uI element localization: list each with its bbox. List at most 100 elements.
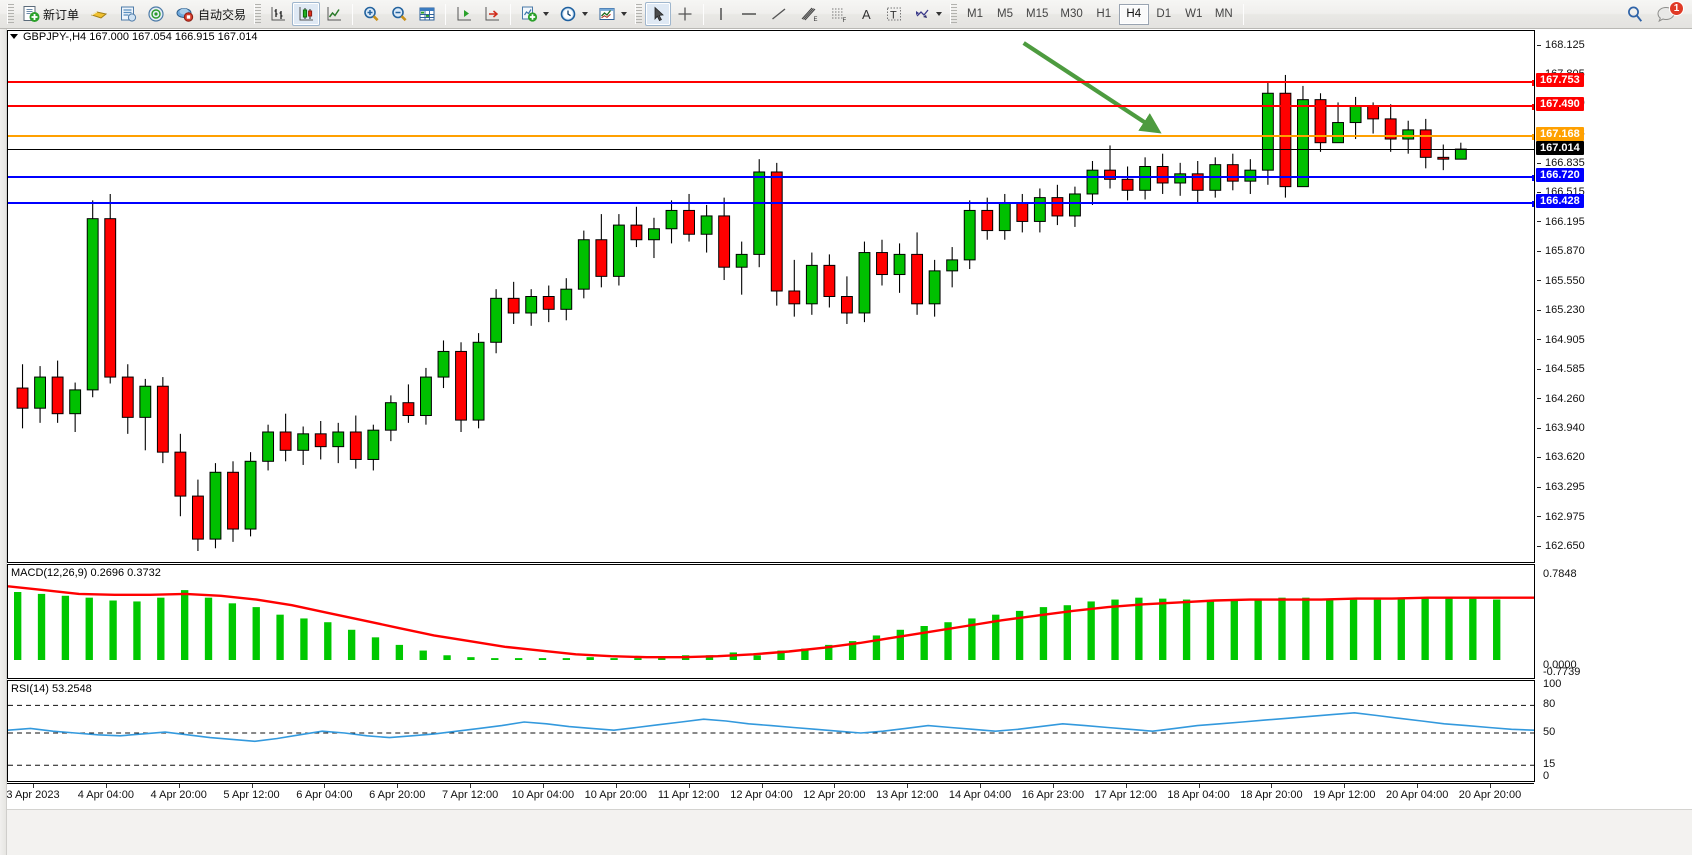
price-tag-support[interactable]: 166.428 bbox=[1536, 194, 1584, 209]
autotrading-button[interactable]: 自动交易 bbox=[170, 2, 251, 26]
price-tick: 162.650 bbox=[1537, 540, 1585, 552]
chevron-down-icon-3[interactable] bbox=[621, 12, 628, 16]
time-tick-mark bbox=[33, 784, 34, 788]
toolbar-grip[interactable] bbox=[7, 4, 14, 24]
timeframe-m15[interactable]: M15 bbox=[1026, 8, 1049, 20]
signals-button[interactable] bbox=[142, 2, 170, 26]
price-level-last-price[interactable] bbox=[8, 148, 1534, 150]
autotrading-label: 自动交易 bbox=[198, 7, 247, 22]
price-pane[interactable] bbox=[7, 30, 1538, 563]
price-level-support[interactable] bbox=[8, 201, 1538, 208]
chart-footer bbox=[7, 809, 1692, 855]
channel-icon: E bbox=[801, 7, 818, 23]
periodicity-button[interactable] bbox=[554, 2, 593, 26]
new-order-button[interactable]: 新订单 bbox=[17, 2, 84, 26]
crosshair-icon bbox=[678, 7, 692, 21]
data-window-button[interactable] bbox=[413, 2, 441, 26]
price-tick: 164.905 bbox=[1537, 334, 1585, 346]
chevron-down-icon-4[interactable] bbox=[936, 12, 943, 16]
horizontal-line-button[interactable] bbox=[734, 2, 764, 26]
timeframe-h4[interactable]: H4 bbox=[1118, 3, 1149, 25]
down-trend-arrow[interactable] bbox=[8, 31, 1534, 562]
timeframe-m5[interactable]: M5 bbox=[997, 8, 1014, 20]
price-tick: 164.585 bbox=[1537, 363, 1585, 375]
rsi-plot bbox=[8, 681, 1534, 781]
zoom-in-button[interactable] bbox=[357, 2, 385, 26]
notifications-button[interactable]: 1 bbox=[1650, 1, 1684, 26]
fibonacci-button[interactable]: F bbox=[824, 2, 854, 26]
zoom-out-button[interactable] bbox=[385, 2, 413, 26]
templates-button[interactable] bbox=[593, 2, 632, 26]
price-tag-resistance[interactable]: 167.490 bbox=[1536, 97, 1584, 112]
chevron-down-icon[interactable] bbox=[543, 12, 550, 16]
macd-axis[interactable]: 0.7848 0.0000 -0.7739 bbox=[1534, 564, 1692, 679]
timeframe-m1[interactable]: M1 bbox=[967, 8, 984, 20]
time-axis-label: 17 Apr 12:00 bbox=[1094, 789, 1157, 801]
time-axis-label: 11 Apr 12:00 bbox=[657, 789, 720, 801]
toolbar-grip-2[interactable] bbox=[254, 4, 262, 24]
arrows-button[interactable] bbox=[908, 2, 947, 26]
search-button[interactable] bbox=[1620, 2, 1650, 26]
chart-canvas-container[interactable]: GBPJPY-,H4 167.000 167.054 166.915 167.0… bbox=[6, 29, 1692, 855]
auto-scroll-button[interactable] bbox=[478, 2, 506, 26]
price-tag-support[interactable]: 166.720 bbox=[1536, 167, 1584, 182]
line-chart-button[interactable] bbox=[320, 2, 348, 26]
toolbar-grip-4[interactable] bbox=[950, 4, 958, 24]
time-tick-mark bbox=[688, 784, 690, 788]
vertical-line-button[interactable] bbox=[708, 2, 734, 26]
price-tag-last-price[interactable]: 167.014 bbox=[1536, 140, 1584, 155]
text-label-icon: T bbox=[887, 7, 902, 22]
text-label-button[interactable]: T bbox=[880, 2, 908, 26]
equidistant-channel-button[interactable]: E bbox=[794, 2, 824, 26]
price-tag-resistance[interactable]: 167.753 bbox=[1536, 73, 1584, 88]
clock-icon bbox=[560, 6, 576, 22]
notification-badge: 1 bbox=[1669, 1, 1684, 16]
time-axis-label: 19 Apr 12:00 bbox=[1313, 789, 1376, 801]
macd-pane[interactable]: MACD(12,26,9) 0.2696 0.3732 bbox=[7, 564, 1534, 679]
cursor-button[interactable] bbox=[645, 2, 672, 26]
signal-radar-icon bbox=[148, 6, 164, 22]
price-tick: 163.295 bbox=[1537, 481, 1585, 493]
price-tick: 162.975 bbox=[1537, 511, 1585, 523]
chart-title: GBPJPY-,H4 167.000 167.054 166.915 167.0… bbox=[23, 30, 258, 43]
indicators-button[interactable] bbox=[515, 2, 554, 26]
timeframe-m30[interactable]: M30 bbox=[1060, 8, 1083, 20]
price-level-pivot[interactable] bbox=[8, 133, 1538, 140]
time-tick-mark bbox=[1052, 784, 1054, 788]
price-level-resistance[interactable] bbox=[8, 80, 1538, 87]
left-sidebar[interactable] bbox=[0, 29, 7, 855]
time-axis-label: 16 Apr 23:00 bbox=[1021, 789, 1085, 801]
rsi-axis[interactable]: 100 80 50 15 0 bbox=[1534, 678, 1692, 782]
time-axis-label: 10 Apr 20:00 bbox=[584, 789, 647, 801]
market-watch-button[interactable] bbox=[84, 2, 114, 26]
shift-end-button[interactable] bbox=[450, 2, 478, 26]
timeframe-d1[interactable]: D1 bbox=[1156, 8, 1172, 20]
time-tick-mark bbox=[178, 784, 180, 788]
candlestick-chart-button[interactable] bbox=[292, 2, 321, 26]
price-tag-pivot[interactable]: 167.168 bbox=[1536, 126, 1584, 141]
fibonacci-icon: F bbox=[832, 8, 847, 23]
price-level-resistance[interactable] bbox=[8, 104, 1538, 111]
price-tick: 168.125 bbox=[1537, 39, 1585, 51]
price-axis[interactable]: 168.125167.805167.490167.168166.835166.5… bbox=[1534, 30, 1692, 563]
timeframe-mn[interactable]: MN bbox=[1214, 8, 1233, 20]
timeframe-w1[interactable]: W1 bbox=[1185, 8, 1203, 20]
rsi-pane[interactable]: RSI(14) 53.2548 bbox=[7, 680, 1534, 782]
template-icon bbox=[599, 8, 615, 20]
trendline-icon bbox=[772, 8, 786, 20]
text-button[interactable]: A bbox=[854, 2, 880, 26]
price-plot bbox=[8, 31, 1534, 562]
data-grid-icon bbox=[419, 7, 435, 21]
collapse-caret-icon[interactable] bbox=[10, 34, 18, 39]
price-level-support[interactable] bbox=[8, 174, 1538, 181]
price-tick: 166.195 bbox=[1537, 216, 1585, 228]
timeframe-h1[interactable]: H1 bbox=[1096, 8, 1112, 20]
time-tick-mark bbox=[1344, 784, 1346, 788]
news-button[interactable] bbox=[114, 2, 142, 26]
time-axis[interactable]: 3 Apr 2023 4 Apr 04:00 4 Apr 20:00 5 Apr 12… bbox=[6, 783, 1534, 809]
toolbar-grip-3[interactable] bbox=[635, 4, 643, 24]
chevron-down-icon-2[interactable] bbox=[582, 12, 589, 16]
crosshair-button[interactable] bbox=[671, 2, 699, 26]
trendline-button[interactable] bbox=[764, 2, 794, 26]
bar-chart-button[interactable] bbox=[264, 2, 292, 26]
